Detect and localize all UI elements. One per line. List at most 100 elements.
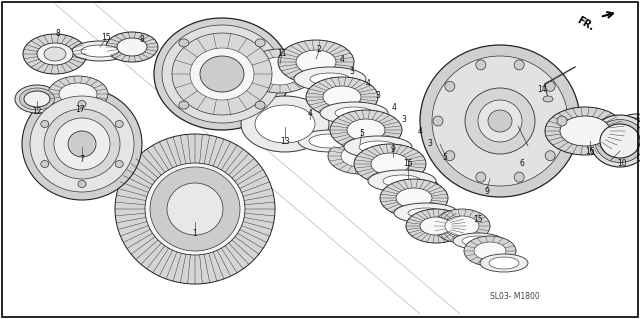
Ellipse shape	[445, 216, 479, 236]
Text: 5: 5	[360, 130, 364, 138]
Ellipse shape	[78, 181, 86, 188]
Ellipse shape	[24, 91, 50, 107]
Ellipse shape	[59, 83, 97, 105]
Ellipse shape	[364, 157, 416, 185]
Ellipse shape	[44, 109, 120, 179]
Ellipse shape	[241, 96, 329, 152]
Ellipse shape	[179, 101, 189, 109]
Ellipse shape	[462, 236, 494, 246]
Text: 4: 4	[340, 55, 344, 63]
Ellipse shape	[106, 32, 158, 62]
Ellipse shape	[150, 167, 240, 251]
Ellipse shape	[383, 175, 421, 187]
Text: 14: 14	[537, 85, 547, 93]
Ellipse shape	[374, 162, 406, 180]
Ellipse shape	[344, 136, 412, 158]
Ellipse shape	[433, 116, 443, 126]
Ellipse shape	[41, 160, 49, 167]
Ellipse shape	[162, 25, 282, 123]
Ellipse shape	[400, 177, 440, 201]
Ellipse shape	[320, 102, 388, 124]
Ellipse shape	[347, 119, 385, 141]
Ellipse shape	[616, 118, 640, 154]
Ellipse shape	[78, 100, 86, 108]
Text: 3: 3	[428, 138, 433, 147]
Ellipse shape	[480, 254, 528, 272]
Ellipse shape	[545, 151, 555, 161]
Ellipse shape	[255, 105, 315, 143]
Text: 13: 13	[280, 137, 290, 145]
Text: 15: 15	[101, 33, 111, 41]
Ellipse shape	[22, 88, 142, 200]
Ellipse shape	[368, 170, 436, 192]
Ellipse shape	[408, 182, 432, 196]
Ellipse shape	[255, 101, 265, 109]
Ellipse shape	[359, 141, 397, 153]
Ellipse shape	[620, 122, 640, 150]
Ellipse shape	[81, 45, 119, 57]
Ellipse shape	[154, 18, 290, 130]
Ellipse shape	[557, 116, 567, 126]
Ellipse shape	[408, 208, 444, 218]
Text: 6: 6	[520, 160, 524, 168]
Ellipse shape	[465, 88, 535, 154]
Ellipse shape	[115, 121, 124, 128]
Text: 3: 3	[349, 66, 355, 76]
Ellipse shape	[474, 242, 506, 260]
Ellipse shape	[514, 60, 524, 70]
Ellipse shape	[514, 172, 524, 182]
Ellipse shape	[545, 81, 555, 91]
Text: 17: 17	[75, 105, 85, 114]
Text: 4: 4	[392, 102, 396, 112]
Ellipse shape	[330, 110, 402, 150]
Ellipse shape	[335, 107, 373, 119]
Ellipse shape	[394, 177, 422, 185]
Ellipse shape	[167, 183, 223, 235]
Ellipse shape	[543, 96, 553, 102]
Text: 2: 2	[317, 44, 321, 54]
Ellipse shape	[68, 131, 96, 157]
Ellipse shape	[200, 56, 244, 92]
Ellipse shape	[611, 114, 640, 158]
Ellipse shape	[445, 81, 455, 91]
Text: 1: 1	[193, 229, 197, 239]
Ellipse shape	[328, 138, 392, 174]
Text: SL03- M1800: SL03- M1800	[490, 292, 540, 301]
Ellipse shape	[464, 236, 516, 266]
Text: 8: 8	[140, 34, 145, 43]
Ellipse shape	[296, 50, 336, 74]
Ellipse shape	[545, 107, 625, 155]
Ellipse shape	[15, 85, 59, 113]
Ellipse shape	[396, 188, 432, 208]
Ellipse shape	[386, 174, 430, 188]
Text: 8: 8	[56, 29, 60, 39]
Ellipse shape	[476, 172, 486, 182]
Ellipse shape	[19, 88, 54, 110]
Ellipse shape	[354, 144, 426, 184]
Ellipse shape	[394, 203, 458, 223]
Ellipse shape	[172, 33, 272, 115]
Text: 12: 12	[32, 107, 42, 115]
Text: 10: 10	[617, 159, 627, 167]
Text: 9: 9	[484, 187, 490, 196]
Text: 4: 4	[308, 109, 312, 118]
Text: 11: 11	[277, 49, 287, 58]
Ellipse shape	[41, 121, 49, 128]
Ellipse shape	[488, 110, 512, 132]
Ellipse shape	[117, 38, 147, 56]
Ellipse shape	[44, 47, 66, 61]
Ellipse shape	[560, 116, 610, 146]
Ellipse shape	[294, 67, 366, 91]
Ellipse shape	[306, 77, 378, 117]
Ellipse shape	[278, 40, 354, 84]
Ellipse shape	[406, 209, 466, 243]
Ellipse shape	[298, 130, 362, 152]
Text: 4: 4	[417, 127, 422, 136]
Ellipse shape	[23, 34, 87, 74]
Ellipse shape	[380, 179, 448, 217]
Ellipse shape	[258, 57, 302, 85]
Text: 16: 16	[585, 146, 595, 155]
Ellipse shape	[453, 233, 503, 249]
Ellipse shape	[341, 145, 379, 167]
Text: 15: 15	[403, 160, 413, 168]
